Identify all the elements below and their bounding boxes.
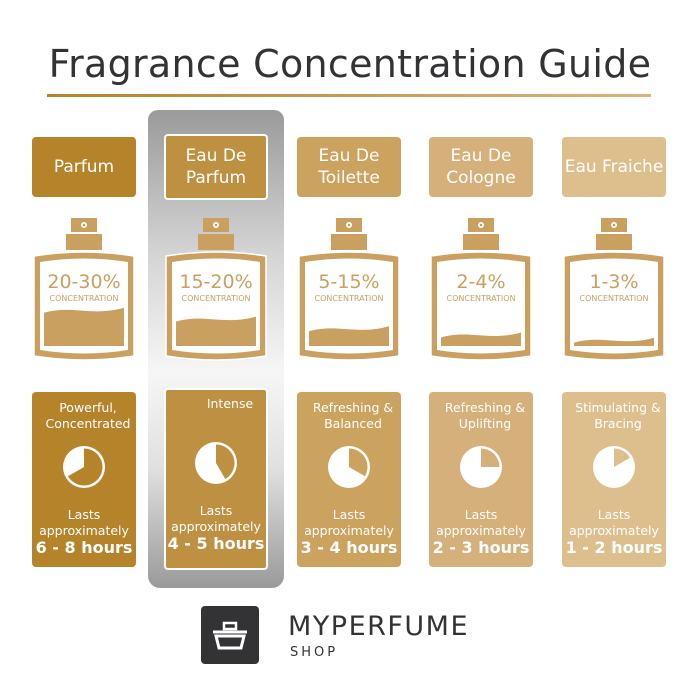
fragrance-column-2: Eau De Toilette 5-15% CONCENTRATION Refr… [297, 0, 401, 600]
scent-description: Powerful, Concentrated [45, 400, 131, 431]
scent-description: Refreshing & Uplifting [444, 400, 526, 431]
longevity-card: Stimulating & Bracing Lasts approximately… [562, 392, 666, 567]
lasts-label: Lasts approximately [39, 507, 129, 538]
liquid-level [176, 316, 256, 346]
pie-elapsed-wedge [67, 448, 103, 486]
fragrance-column-1: Eau De Parfum 15-20% CONCENTRATION Inten… [164, 0, 268, 600]
clock-pie-icon [63, 446, 105, 488]
page-title: Fragrance Concentration Guide [48, 42, 652, 86]
bottle-icon [33, 218, 135, 361]
concentration-value: 2-4% [456, 271, 506, 293]
liquid-level [309, 326, 389, 346]
lasts-label: Lasts approximately [436, 507, 526, 538]
duration-value: 6 - 8 hours [35, 538, 133, 557]
duration-value: 4 - 5 hours [167, 534, 265, 553]
concentration-value: 20-30% [47, 271, 121, 293]
liquid-level [574, 337, 654, 346]
pie-elapsed-wedge [216, 444, 235, 480]
fragrance-column-0: Parfum 20-30% CONCENTRATION Powerful, Co… [32, 0, 136, 600]
concentration-label: CONCENTRATION [49, 294, 119, 303]
title-divider [47, 94, 651, 97]
brand-subtitle: SHOP [290, 645, 339, 660]
scent-description: Stimulating & Bracing [575, 400, 661, 431]
type-name: Eau Fraiche [564, 157, 664, 177]
clock-pie-icon [328, 446, 370, 488]
type-header: Eau Fraiche [562, 137, 666, 197]
bottle-icon [298, 218, 400, 361]
liquid-level [44, 307, 124, 346]
lasts-label: Lasts approximately [569, 507, 659, 538]
clock-pie-icon [460, 446, 502, 488]
longevity-card: Intense Lasts approximately 4 - 5 hours [164, 388, 268, 570]
type-name: Eau De Cologne [446, 146, 516, 188]
concentration-label: CONCENTRATION [314, 294, 384, 303]
myperfume-logo-icon [201, 606, 259, 664]
pie-elapsed-wedge [614, 448, 631, 467]
liquid-level [441, 332, 521, 346]
fragrance-column-3: Eau De Cologne 2-4% CONCENTRATION Refres… [429, 0, 533, 600]
scent-description: Intense [206, 396, 254, 411]
duration-value: 1 - 2 hours [565, 538, 663, 557]
concentration-value: 5-15% [318, 271, 380, 293]
type-header: Eau De Parfum [164, 134, 268, 200]
type-name: Eau De Toilette [318, 146, 380, 188]
lasts-label: Lasts approximately [304, 507, 394, 538]
longevity-card: Refreshing & Uplifting Lasts approximatel… [429, 392, 533, 567]
type-name: Parfum [53, 157, 115, 177]
brand-name: MYPERFUME [288, 611, 470, 642]
lasts-label: Lasts approximately [171, 503, 261, 534]
pie-elapsed-wedge [349, 448, 368, 477]
concentration-value: 1-3% [589, 271, 639, 293]
type-header: Eau De Cologne [429, 137, 533, 197]
longevity-card: Refreshing & Balanced Lasts approximately… [297, 392, 401, 567]
type-name: Eau De Parfum [185, 146, 247, 188]
fragrance-column-4: Eau Fraiche 1-3% CONCENTRATION Stimulati… [562, 0, 666, 600]
type-header: Parfum [32, 137, 136, 197]
duration-value: 2 - 3 hours [432, 538, 530, 557]
concentration-label: CONCENTRATION [446, 294, 516, 303]
bottle-icon [563, 218, 665, 361]
concentration-label: CONCENTRATION [579, 294, 649, 303]
duration-value: 3 - 4 hours [300, 538, 398, 557]
bottle-icon [430, 218, 532, 361]
bottle-icon [165, 218, 267, 361]
longevity-card: Powerful, Concentrated Lasts approximatel… [32, 392, 136, 567]
clock-pie-icon [195, 442, 237, 484]
concentration-value: 15-20% [179, 271, 253, 293]
type-header: Eau De Toilette [297, 137, 401, 197]
concentration-label: CONCENTRATION [181, 294, 251, 303]
scent-description: Refreshing & Balanced [312, 400, 394, 431]
clock-pie-icon [593, 446, 635, 488]
pie-elapsed-wedge [481, 448, 500, 467]
